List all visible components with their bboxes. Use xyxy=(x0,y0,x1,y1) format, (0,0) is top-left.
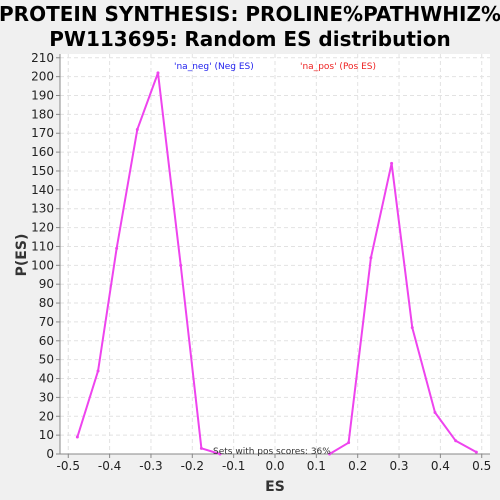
pos-scores-annotation: Sets with pos scores: 36% xyxy=(213,447,331,457)
data-point xyxy=(454,439,458,443)
y-tick-label: 70 xyxy=(39,315,54,329)
x-tick-label: -0.5 xyxy=(57,459,80,473)
y-tick-label: 80 xyxy=(39,296,54,310)
data-point xyxy=(218,452,222,456)
data-point xyxy=(390,161,394,165)
chart-title-line-1: PROTEIN SYNTHESIS: PROLINE%PATHWHIZ% xyxy=(0,2,500,26)
x-axis-label: ES xyxy=(265,479,285,495)
y-tick-label: 0 xyxy=(46,447,54,461)
x-tick-label: 0.2 xyxy=(348,459,367,473)
y-tick-label: 190 xyxy=(31,89,54,103)
data-point xyxy=(347,441,351,445)
grid xyxy=(60,54,490,455)
series-layer xyxy=(75,71,478,456)
data-point xyxy=(369,256,373,260)
y-tick-label: 110 xyxy=(31,239,54,253)
y-tick-label: 60 xyxy=(39,334,54,348)
x-tick-label: -0.4 xyxy=(98,459,121,473)
y-tick-label: 120 xyxy=(31,221,54,235)
y-tick-label: 10 xyxy=(39,428,54,442)
data-point xyxy=(156,71,160,75)
legend-entry-pos: 'na_pos' (Pos ES) xyxy=(300,62,376,72)
y-tick-label: 140 xyxy=(31,183,54,197)
x-tick-label: 0.0 xyxy=(265,459,284,473)
y-tick-label: 100 xyxy=(31,258,54,272)
x-tick-label: 0.3 xyxy=(389,459,408,473)
series-line-0 xyxy=(76,71,221,455)
data-point xyxy=(179,263,183,267)
axes: 0 10 20 30 40 50 60 70 80 90 100 110 120 130 140 150 160… xyxy=(31,51,491,473)
y-tick-label: 160 xyxy=(31,145,54,159)
x-tick-label: 0.5 xyxy=(472,459,491,473)
data-point xyxy=(115,246,119,250)
y-tick-label: 50 xyxy=(39,353,54,367)
y-axis-label: P(ES) xyxy=(14,234,30,277)
y-tick-label: 90 xyxy=(39,277,54,291)
chart-title-line-2: PW113695: Random ES distribution xyxy=(49,27,451,51)
y-tick-label: 30 xyxy=(39,390,54,404)
y-tick-label: 210 xyxy=(31,51,54,65)
legend-entry-neg: 'na_neg' (Neg ES) xyxy=(174,62,254,72)
x-tick-label: -0.1 xyxy=(222,459,245,473)
data-point xyxy=(199,446,203,450)
y-tick-label: 40 xyxy=(39,372,54,386)
data-point xyxy=(474,450,478,454)
x-tick-label: 0.1 xyxy=(307,459,326,473)
data-point xyxy=(328,452,332,456)
series-line-1 xyxy=(329,162,477,455)
x-tick-label: -0.2 xyxy=(181,459,204,473)
x-tick-label: 0.4 xyxy=(431,459,450,473)
data-point xyxy=(75,435,79,439)
y-tick-label: 150 xyxy=(31,164,54,178)
data-point xyxy=(410,326,414,330)
x-tick-label: -0.3 xyxy=(139,459,162,473)
y-tick-label: 180 xyxy=(31,107,54,121)
data-point xyxy=(433,410,437,414)
y-tick-label: 130 xyxy=(31,202,54,216)
data-point xyxy=(96,369,100,373)
y-tick-label: 170 xyxy=(31,126,54,140)
data-point xyxy=(135,127,139,131)
y-tick-label: 200 xyxy=(31,70,54,84)
y-tick-label: 20 xyxy=(39,409,54,423)
